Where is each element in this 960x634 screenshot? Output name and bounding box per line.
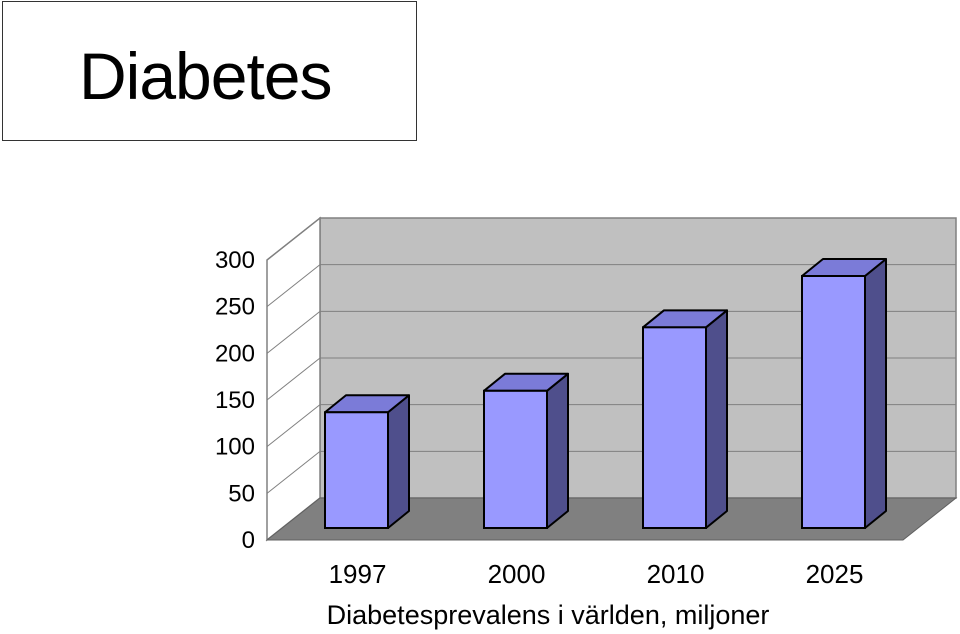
x-category-label: 2000 (488, 559, 546, 589)
bar-front (642, 326, 707, 530)
bar-side (705, 309, 728, 529)
bar-2010 (642, 309, 728, 530)
y-tick-label: 200 (215, 340, 255, 367)
y-tick-label: 250 (215, 294, 255, 321)
x-axis-categories: 1997 2000 2010 2025 (329, 559, 864, 589)
x-category-label: 2025 (806, 559, 864, 589)
bar-side (546, 372, 569, 529)
title-box: Diabetes (2, 1, 417, 141)
y-axis-ticks: 0 50 100 150 200 250 300 (215, 247, 255, 554)
gridline-side (266, 357, 321, 401)
gridline-side (266, 310, 321, 354)
bar-side (387, 394, 410, 529)
y-tick-label: 300 (215, 247, 255, 274)
gridline-side (266, 450, 321, 494)
y-tick-label: 100 (215, 434, 255, 461)
x-axis-label: Diabetesprevalens i världen, miljoner (327, 600, 770, 630)
bar-1997 (324, 394, 410, 529)
bar-2000 (483, 372, 569, 529)
gridline-side (266, 404, 321, 448)
y-tick-label: 50 (228, 480, 255, 507)
bar-2025 (801, 258, 887, 529)
bar-front (483, 389, 548, 529)
x-category-label: 2010 (647, 559, 705, 589)
chart-bars (324, 258, 887, 530)
gridline-side (266, 217, 321, 261)
bar-side (864, 258, 887, 529)
y-tick-label: 0 (242, 527, 255, 554)
bar-front (801, 275, 866, 529)
gridline-side (266, 264, 321, 308)
slide-title: Diabetes (79, 39, 332, 113)
y-tick-label: 150 (215, 387, 255, 414)
x-category-label: 1997 (329, 559, 387, 589)
floor (265, 497, 958, 541)
bar-front (324, 411, 389, 529)
